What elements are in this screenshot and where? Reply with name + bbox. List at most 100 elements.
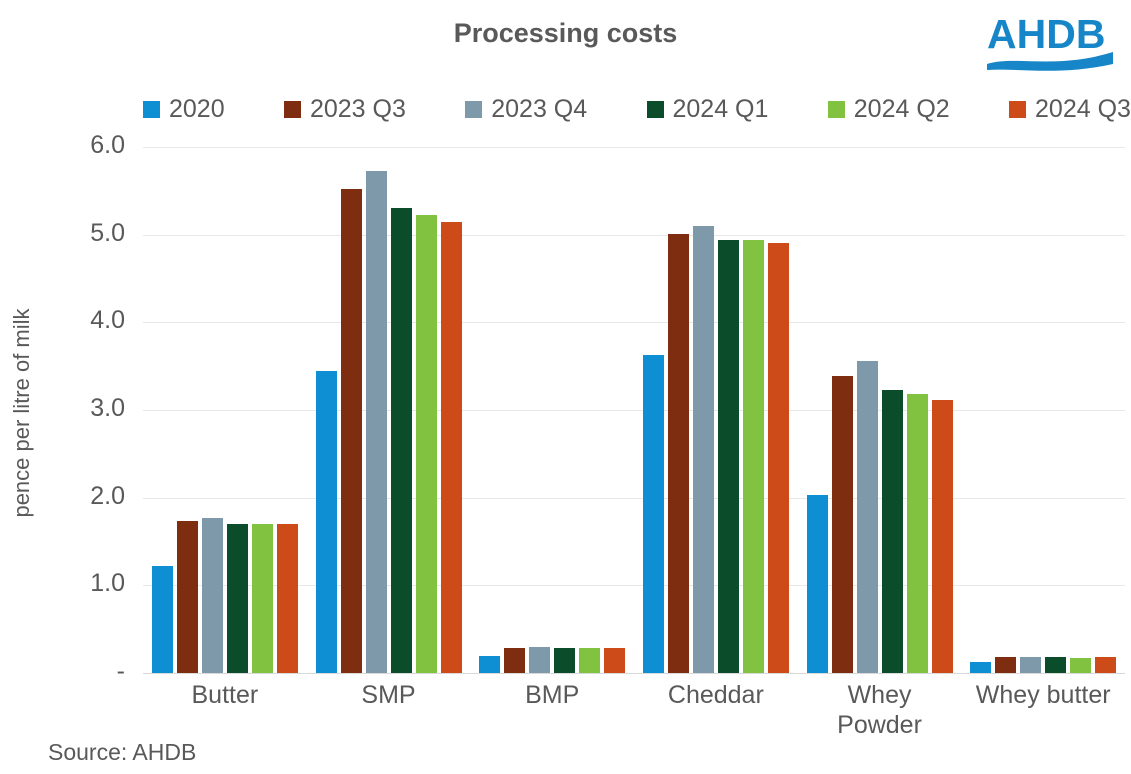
bar[interactable] <box>906 394 928 673</box>
legend-item[interactable]: 2024 Q3 <box>1009 95 1131 124</box>
bars <box>798 147 962 673</box>
bar-group <box>143 147 307 673</box>
bar[interactable] <box>970 661 992 673</box>
y-axis-tick-label: - <box>116 657 125 685</box>
bar[interactable] <box>667 233 689 673</box>
gridline <box>143 585 1125 587</box>
bar-groups <box>143 147 1125 673</box>
bar[interactable] <box>529 646 551 673</box>
gridline <box>143 147 1125 148</box>
x-axis-label: Whey butter <box>961 680 1125 752</box>
source-note: Source: AHDB <box>48 739 197 765</box>
y-axis-tick-label: 1.0 <box>90 569 125 598</box>
legend-item[interactable]: 2023 Q4 <box>465 95 587 124</box>
gridline <box>143 673 1125 674</box>
bar[interactable] <box>151 566 173 673</box>
x-axis-label: Cheddar <box>634 680 798 752</box>
x-axis-label-line: Powder <box>837 711 922 739</box>
gridline <box>143 322 1125 324</box>
bar[interactable] <box>554 647 576 673</box>
legend-swatch <box>827 100 845 118</box>
bar[interactable] <box>931 400 953 673</box>
bar[interactable] <box>415 215 437 673</box>
legend-swatch <box>1009 100 1027 118</box>
y-axis-tick-label: 6.0 <box>90 131 125 159</box>
bars <box>634 147 798 673</box>
plot-area: 6.0 5.0 4.0 3.0 2.0 1.0 - <box>90 131 1125 685</box>
y-axis-tick-label: 5.0 <box>90 218 125 247</box>
bar[interactable] <box>276 523 298 673</box>
bar-group <box>307 147 471 673</box>
bar-group <box>470 147 634 673</box>
bars <box>470 147 634 673</box>
bar[interactable] <box>692 225 714 673</box>
legend-swatch <box>465 100 483 118</box>
bar[interactable] <box>201 517 223 673</box>
bar-group <box>634 147 798 673</box>
legend-item[interactable]: 2023 Q3 <box>283 94 406 124</box>
bar[interactable] <box>1020 657 1042 673</box>
bar[interactable] <box>340 189 362 673</box>
legend-label: 2024 Q2 <box>853 94 950 123</box>
bar[interactable] <box>642 354 664 673</box>
legend-label: 2024 Q1 <box>672 94 769 123</box>
chart-legend: 2020 2023 Q3 2023 Q4 2024 Q1 2024 Q2 2024 Q3 <box>143 92 1131 126</box>
legend-label: 2023 Q4 <box>491 94 588 123</box>
bar[interactable] <box>251 523 273 673</box>
bar[interactable] <box>806 495 828 673</box>
x-axis-labels: Butter SMP BMP Cheddar Whey Powder Whey butter <box>143 680 1125 752</box>
bar[interactable] <box>856 360 878 673</box>
gridline <box>143 410 1125 411</box>
bar[interactable] <box>831 375 853 673</box>
bar[interactable] <box>1070 658 1092 673</box>
gridline <box>143 234 1125 236</box>
x-axis-label-line: BMP <box>525 681 580 709</box>
x-axis-label-line: Whey butter <box>975 681 1111 709</box>
legend-label: 2024 Q3 <box>1035 94 1131 123</box>
wave-icon <box>987 52 1113 71</box>
bar[interactable] <box>226 523 248 673</box>
bar[interactable] <box>390 207 412 673</box>
bar[interactable] <box>440 222 462 673</box>
x-axis-label-line: Cheddar <box>667 681 764 709</box>
legend-item[interactable]: 2024 Q1 <box>646 94 769 124</box>
bar[interactable] <box>742 239 764 673</box>
bar[interactable] <box>479 656 501 673</box>
bars <box>143 147 307 673</box>
bar[interactable] <box>881 389 903 673</box>
legend-label: 2020 <box>169 94 225 123</box>
bar[interactable] <box>579 648 601 673</box>
chart-title: Processing costs <box>453 18 678 48</box>
x-axis-label: Butter <box>143 680 307 752</box>
bar[interactable] <box>995 657 1017 673</box>
bars <box>307 147 471 673</box>
legend-label: 2023 Q3 <box>309 94 406 123</box>
bar[interactable] <box>604 647 626 673</box>
bar-group <box>798 147 962 673</box>
x-axis-label-line: Whey <box>847 681 912 709</box>
gridline <box>143 497 1125 499</box>
bar[interactable] <box>365 170 387 673</box>
legend-swatch <box>646 100 664 118</box>
bar[interactable] <box>717 239 739 673</box>
x-axis-label-line: Butter <box>191 681 259 709</box>
legend-item[interactable]: 2020 <box>143 95 225 124</box>
legend-swatch <box>283 100 301 118</box>
bar[interactable] <box>767 242 789 673</box>
legend-item[interactable]: 2024 Q2 <box>827 94 950 124</box>
y-axis-tick-label: 4.0 <box>90 306 125 335</box>
legend-swatch <box>143 100 160 118</box>
bar[interactable] <box>176 521 198 673</box>
x-axis-label: Whey Powder <box>798 680 962 752</box>
ahdb-logo: AHDB <box>985 8 1117 72</box>
x-axis-label: BMP <box>470 680 634 752</box>
y-axis-tick-label: 3.0 <box>90 394 125 422</box>
bar[interactable] <box>1095 657 1117 673</box>
y-axis-tick-label: 2.0 <box>90 481 125 510</box>
bar[interactable] <box>504 647 526 673</box>
y-axis-title: pence per litre of milk <box>9 308 34 518</box>
svg-text:AHDB: AHDB <box>987 11 1105 57</box>
bar[interactable] <box>315 371 337 673</box>
bar[interactable] <box>1045 657 1067 673</box>
